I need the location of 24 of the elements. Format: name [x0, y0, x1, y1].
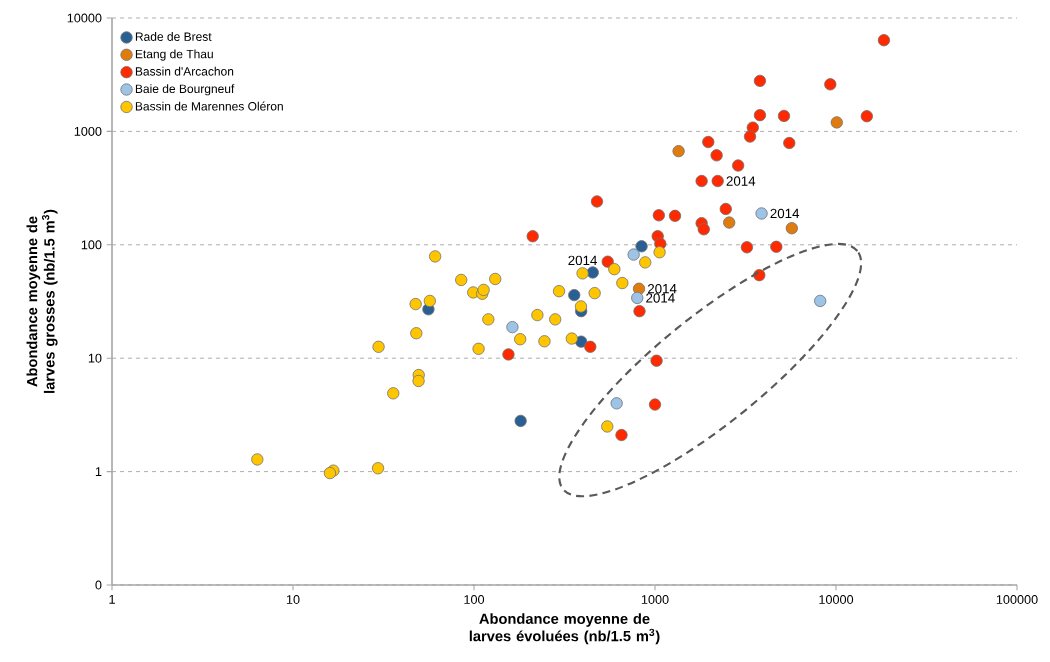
- y-tick-label: 10000: [67, 13, 102, 23]
- annotation: 2014: [568, 255, 597, 266]
- annotation: 2014: [647, 284, 677, 294]
- y-tick-label: 0: [95, 580, 102, 590]
- x-tick-label: 10000: [819, 595, 854, 604]
- x-tick-label: 1: [109, 595, 115, 604]
- annotation: 2014: [770, 208, 800, 219]
- x-tick-label: 100000: [996, 595, 1038, 604]
- legend-label: Etang de Thau: [135, 49, 213, 61]
- x-tick-label: 100: [464, 595, 485, 604]
- annotation: 2014: [646, 293, 675, 303]
- x-axis-title: Abondance moyenne de larves évoluées (nb/1.5 m$^{3}$): [469, 613, 660, 645]
- y-axis-title: Abondance moyenne de larves grosses (nb/1.5 m$^{3}$): [26, 209, 58, 393]
- annotation: 2014: [726, 176, 756, 186]
- legend-label: Bassin de Marennes Oléron: [135, 101, 283, 111]
- y-tick-label: 10: [88, 353, 102, 363]
- legend-label: Baie de Bourgneuf: [135, 84, 235, 96]
- legend-label: Bassin d'Arcachon: [135, 66, 234, 76]
- y-tick-label: 100: [81, 240, 102, 250]
- y-tick-label: 1000: [74, 126, 102, 136]
- y-tick-label: 1: [95, 467, 102, 476]
- x-tick-label: 10: [286, 595, 300, 604]
- legend-label: Rade de Brest: [135, 32, 212, 41]
- x-tick-label: 1000: [641, 595, 669, 604]
